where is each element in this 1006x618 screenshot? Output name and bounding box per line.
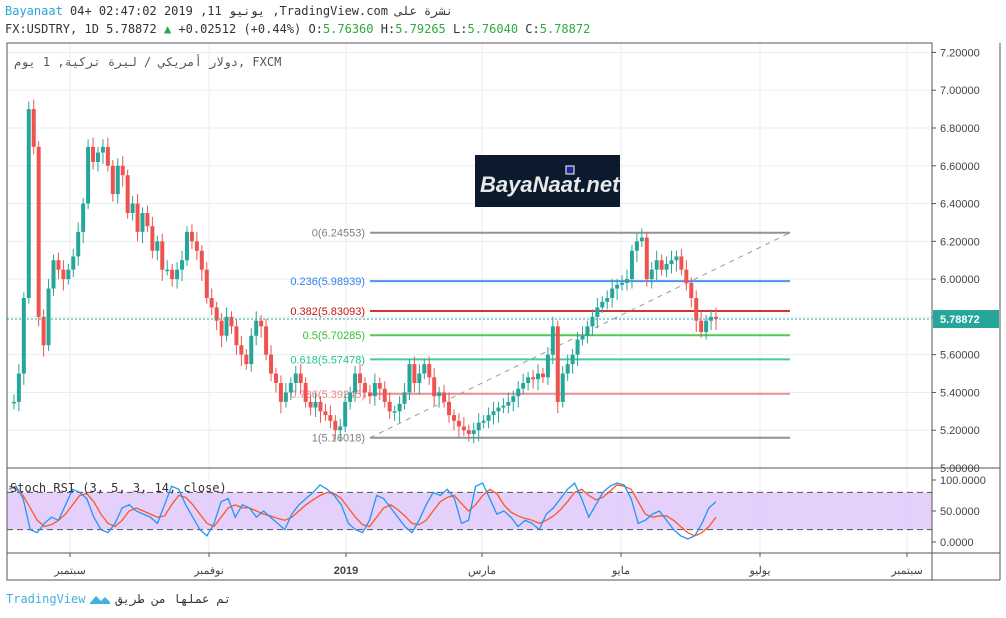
footer: TradingView تم عملها من طريق <box>6 592 231 606</box>
change-value: +0.02512 (+0.44%) <box>178 22 302 36</box>
close-value: 5.78872 <box>539 22 591 36</box>
svg-text:سبتمبر: سبتمبر <box>53 565 86 577</box>
svg-text:7.20000: 7.20000 <box>940 47 980 59</box>
svg-text:مايو: مايو <box>611 565 630 577</box>
svg-text:6.80000: 6.80000 <box>940 123 980 135</box>
svg-text:6.20000: 6.20000 <box>940 236 980 248</box>
tradingview-logo-icon <box>90 596 111 604</box>
fibonacci-retracement[interactable]: 0(6.24553) 0.236(5.98939) 0.382(5.83093) 0.… <box>290 228 791 445</box>
svg-text:0.236(5.98939): 0.236(5.98939) <box>290 276 365 288</box>
svg-text:0.5(5.70285): 0.5(5.70285) <box>303 330 365 342</box>
ohlc-legend: FX:USDTRY, 1D 5.78872 ▲ +0.02512 (+0.44%… <box>5 22 591 36</box>
svg-text:5.00000: 5.00000 <box>940 463 980 475</box>
svg-text:0.382(5.83093): 0.382(5.83093) <box>290 306 365 318</box>
svg-text:0.786(5.39245): 0.786(5.39245) <box>290 389 365 401</box>
svg-text:6.40000: 6.40000 <box>940 199 980 211</box>
svg-text:2019: 2019 <box>334 565 358 577</box>
high-value: 5.79265 <box>395 22 446 36</box>
svg-text:0.0000: 0.0000 <box>940 537 974 549</box>
watermark-logo: BayaNaat.net <box>475 155 621 207</box>
svg-text:5.60000: 5.60000 <box>940 350 980 362</box>
chart-canvas[interactable]: 0(6.24553) 0.236(5.98939) 0.382(5.83093) 0.… <box>0 0 1006 590</box>
svg-text:نوفمبر: نوفمبر <box>193 565 224 577</box>
svg-text:5.40000: 5.40000 <box>940 387 980 399</box>
svg-text:0(6.24553): 0(6.24553) <box>312 228 365 240</box>
up-triangle-icon: ▲ <box>163 22 172 36</box>
publish-info: Bayanaat 04+ 02:47:02 2019 ,11 يونيو ,Tr… <box>5 4 453 18</box>
pane-title: دولار أمريكي / ليرة تركية, 1 يوم, FXCM <box>14 54 281 70</box>
svg-text:5.78872: 5.78872 <box>940 314 980 326</box>
indicator-title: Stoch RSI (3, 5, 3, 14, close) <box>10 481 227 495</box>
svg-text:6.60000: 6.60000 <box>940 161 980 173</box>
svg-text:5.20000: 5.20000 <box>940 425 980 437</box>
svg-text:100.0000: 100.0000 <box>940 475 986 487</box>
svg-text:يوليو: يوليو <box>748 565 770 577</box>
tradingview-link[interactable]: TradingView <box>6 592 86 606</box>
svg-text:سبتمبر: سبتمبر <box>890 565 923 577</box>
svg-text:0.618(5.57478): 0.618(5.57478) <box>290 354 365 366</box>
svg-text:1(5.16018): 1(5.16018) <box>312 433 365 445</box>
svg-text:مارس: مارس <box>468 565 496 577</box>
made-by-label: تم عملها من طريق <box>115 592 232 606</box>
symbol-label: FX:USDTRY, 1D 5.78872 <box>5 22 157 36</box>
low-value: 5.76040 <box>467 22 519 36</box>
stoch-rsi-pane <box>7 482 932 540</box>
svg-text:7.00000: 7.00000 <box>940 85 980 97</box>
grid-lines <box>7 43 932 553</box>
candlestick-series <box>7 99 932 444</box>
svg-text:50.0000: 50.0000 <box>940 506 980 518</box>
svg-text:BayaNaat.net: BayaNaat.net <box>480 172 621 197</box>
open-value: 5.76360 <box>322 22 374 36</box>
brand-link[interactable]: Bayanaat <box>5 4 63 18</box>
axes: 7.20000 7.00000 6.80000 6.60000 6.40000 6.200… <box>6 42 1001 581</box>
svg-text:6.00000: 6.00000 <box>940 274 980 286</box>
